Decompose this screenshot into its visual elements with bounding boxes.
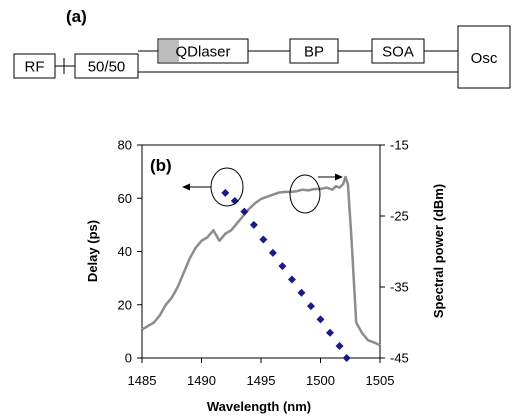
delay-point: [278, 262, 287, 271]
delay-point: [287, 275, 296, 284]
setup-diagram: (a) RF 50/50 QDlaser BP: [13, 7, 511, 89]
delay-point: [306, 302, 315, 311]
delay-point: [240, 207, 249, 216]
delay-point: [268, 248, 277, 257]
y-left-tick-label: 60: [118, 191, 132, 206]
y-left-tick-label: 80: [118, 138, 132, 153]
x-axis: 1485 1490 1495 1500 1505: [128, 358, 395, 388]
delay-point: [249, 220, 258, 229]
block-coupler: 50/50: [74, 53, 139, 79]
series-delay-markers: [221, 188, 351, 362]
signal-lines: [55, 50, 458, 74]
x-tick-label: 1500: [306, 373, 335, 388]
axis-annotations: [182, 167, 343, 214]
block-soa-label: SOA: [382, 44, 414, 61]
y-left-tick-label: 0: [125, 351, 132, 366]
diagram-panel-label: (a): [66, 7, 87, 26]
delay-point: [297, 288, 306, 297]
power-annotation-ellipse: [289, 174, 321, 214]
y-left-tick-label: 40: [118, 244, 132, 259]
left-arrow-icon: [182, 183, 190, 191]
y-axis-right: -15 -25 -35 -45: [380, 138, 409, 366]
y-right-tick-label: -25: [390, 209, 409, 224]
delay-point: [221, 188, 230, 197]
y-right-tick-label: -15: [390, 138, 409, 153]
delay-point: [316, 315, 325, 324]
chart-panel-label: (b): [150, 156, 172, 175]
block-qd-laser-label: QDlaser: [175, 44, 230, 61]
block-osc: Osc: [457, 25, 511, 89]
block-osc-label: Osc: [471, 50, 498, 67]
delay-point: [342, 354, 351, 362]
delay-annotation-ellipse: [210, 167, 244, 207]
delay-point: [259, 235, 268, 244]
delay-spectrum-chart: 1485 1490 1495 1500 1505 0 20 40 60 80 -15 -25 -35…: [85, 138, 446, 415]
block-bp-label: BP: [304, 44, 324, 61]
series-spectral-power-line: [141, 175, 381, 347]
y-axis-left: 0 20 40 60 80: [118, 138, 142, 366]
delay-point: [335, 342, 344, 351]
x-tick-label: 1505: [366, 373, 395, 388]
block-coupler-label: 50/50: [88, 59, 126, 76]
block-qd-laser: QDlaser: [157, 38, 249, 64]
y-right-tick-label: -45: [390, 351, 409, 366]
x-tick-label: 1485: [128, 373, 157, 388]
x-tick-label: 1490: [187, 373, 216, 388]
block-soa: SOA: [371, 38, 425, 64]
delay-point: [230, 196, 239, 205]
y-right-tick-label: -35: [390, 280, 409, 295]
y-axis-left-title: Delay (ps): [85, 220, 100, 282]
block-rf-label: RF: [25, 59, 45, 76]
x-axis-title: Wavelength (nm): [207, 399, 311, 414]
y-axis-right-title: Spectral power (dBm): [431, 184, 446, 318]
laser-gain-section: [159, 40, 179, 62]
delay-point: [326, 328, 335, 337]
block-rf: RF: [13, 53, 56, 79]
y-left-tick-label: 20: [118, 297, 132, 312]
block-bp: BP: [289, 38, 339, 64]
right-arrow-icon: [335, 173, 343, 181]
x-tick-label: 1495: [247, 373, 276, 388]
